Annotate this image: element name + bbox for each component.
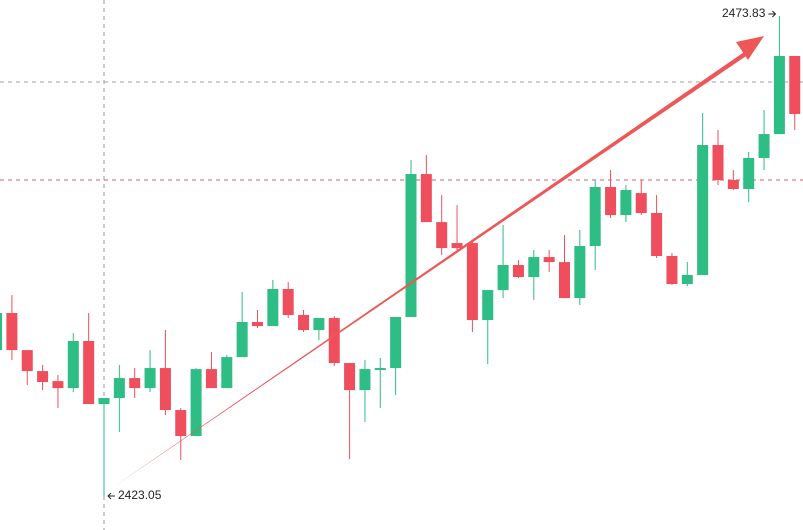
- candle-body: [466, 243, 478, 321]
- candle-body: [758, 134, 770, 158]
- candle-body: [344, 363, 356, 391]
- candle-body: [205, 369, 217, 389]
- candle-body: [236, 322, 248, 358]
- candle-body: [252, 322, 263, 327]
- candle-body: [697, 145, 709, 276]
- trend-arrow-head: [736, 36, 764, 60]
- candle-body: [681, 275, 693, 285]
- candle-body: [175, 410, 187, 437]
- candle-body: [727, 180, 739, 189]
- candle-body: [635, 193, 647, 214]
- candle-body: [666, 256, 678, 285]
- high-label-arrow: [768, 10, 777, 18]
- candle-body: [712, 145, 724, 181]
- candle-body: [651, 213, 663, 257]
- candle-body: [52, 381, 64, 389]
- low-label: 2423.05: [118, 488, 162, 502]
- candle-body: [482, 290, 494, 321]
- trend-arrow: [112, 48, 752, 488]
- candle-body: [113, 378, 125, 399]
- candle-body: [789, 55, 801, 115]
- candle-body: [190, 369, 202, 437]
- candles: [0, 15, 801, 497]
- candle-body: [589, 187, 601, 246]
- candle-body: [144, 368, 156, 389]
- candle-body: [159, 368, 171, 411]
- candle-body: [420, 174, 432, 223]
- candle-body: [313, 318, 325, 331]
- candle-body: [298, 315, 310, 331]
- candle-body: [374, 368, 386, 371]
- candle-body: [543, 257, 555, 263]
- candle-body: [98, 398, 110, 405]
- candle-body: [605, 187, 617, 216]
- candle-body: [328, 318, 340, 364]
- candle-body: [743, 157, 755, 189]
- candle-body: [21, 350, 33, 372]
- candle-body: [497, 265, 509, 291]
- candle-body: [6, 313, 18, 351]
- candle-body: [37, 371, 49, 383]
- candle-body: [528, 257, 540, 278]
- candle-body: [620, 190, 632, 216]
- candle-body: [574, 245, 586, 299]
- candle-body: [282, 289, 294, 316]
- candle-body: [436, 222, 448, 249]
- candle-body: [512, 265, 524, 278]
- low-label-arrow: [107, 492, 115, 500]
- levels: [0, 81, 803, 181]
- candle-body: [405, 174, 417, 317]
- candle-body: [83, 341, 95, 405]
- labels: 2473.83 2423.05: [107, 6, 777, 502]
- candle-body: [221, 357, 233, 389]
- high-label: 2473.83: [722, 6, 766, 20]
- candle-body: [0, 313, 3, 351]
- candle-body: [451, 243, 463, 249]
- candle-body: [359, 369, 371, 391]
- candle-body: [67, 341, 79, 389]
- candle-body: [390, 316, 402, 369]
- candle-body: [129, 378, 141, 389]
- candle-body: [267, 289, 279, 327]
- candle-body: [559, 262, 570, 299]
- candle-body: [773, 55, 785, 135]
